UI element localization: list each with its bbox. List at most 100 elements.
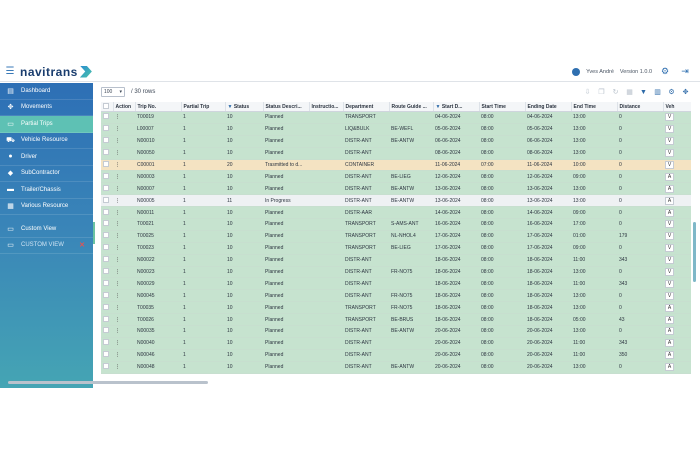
more-actions-icon[interactable]: ⋮ <box>115 316 120 323</box>
column-filter-icon[interactable]: ▼ <box>227 103 234 110</box>
more-actions-icon[interactable]: ⋮ <box>115 352 120 359</box>
vehicle-button[interactable]: A <box>665 196 674 205</box>
sidebar-item-partial-trips[interactable]: ▭ Partial Trips <box>0 116 93 133</box>
row-checkbox[interactable] <box>103 268 109 275</box>
column-header[interactable]: Action <box>113 102 136 112</box>
sidebar-collapse-handle[interactable] <box>93 222 96 244</box>
vehicle-button[interactable]: A <box>665 327 674 336</box>
column-header[interactable]: Start Time <box>479 102 526 112</box>
page-size-select[interactable]: 100 ▾ <box>101 87 125 97</box>
row-checkbox[interactable] <box>103 172 109 179</box>
table-row[interactable]: ⋮ N00048 1 10 Planned DISTR-ANT BE-ANTW 20-06-2… <box>101 361 691 374</box>
more-actions-icon[interactable]: ⋮ <box>115 126 120 133</box>
table-row[interactable]: ⋮ T00019 1 10 Planned TRANSPORT 04-06-2024 08:0… <box>101 111 691 124</box>
column-header[interactable]: Route Guide ... <box>389 102 434 112</box>
vehicle-button[interactable]: V <box>665 137 674 146</box>
row-checkbox[interactable] <box>103 327 109 334</box>
row-checkbox[interactable] <box>103 291 109 298</box>
more-actions-icon[interactable]: ⋮ <box>115 162 120 168</box>
menu-icon[interactable]: ☰ <box>5 66 15 77</box>
row-checkbox[interactable] <box>103 279 109 286</box>
vehicle-button[interactable]: A <box>665 172 674 181</box>
vehicle-button[interactable]: V <box>665 220 674 229</box>
column-header[interactable]: Veh <box>663 102 691 112</box>
more-actions-icon[interactable]: ⋮ <box>115 292 120 299</box>
reset-icon[interactable]: ↻ <box>612 89 619 96</box>
column-header[interactable]: ▼ Start D... <box>433 102 480 112</box>
column-header[interactable]: Ending Date <box>525 102 572 112</box>
table-row[interactable]: ⋮ N00035 1 10 Planned DISTR-ANT BE-ANTW 20-06-2… <box>101 325 691 338</box>
table-row[interactable]: ⋮ N00022 1 10 Planned DISTR-ANT 18-06-2024 08:0… <box>101 254 691 267</box>
table-row[interactable]: ⋮ T00021 1 10 Planned TRANSPORT S-AMS-ANT 16-06… <box>101 218 691 231</box>
more-actions-icon[interactable]: ⋮ <box>115 245 120 252</box>
column-header[interactable]: Distance <box>617 102 664 112</box>
table-row[interactable]: ⋮ N00029 1 10 Planned DISTR-ANT 18-06-2024 08:0… <box>101 277 691 291</box>
vehicle-button[interactable]: A <box>665 184 674 193</box>
close-icon[interactable]: ✕ <box>79 242 85 250</box>
sidebar-custom-view-1[interactable]: ▭ CUSTOM VIEW ✕ <box>0 238 93 254</box>
vertical-scrollbar[interactable] <box>693 222 696 282</box>
row-checkbox[interactable] <box>103 244 109 251</box>
share-icon[interactable]: ✥ <box>682 89 689 96</box>
vehicle-button[interactable]: A <box>665 315 674 324</box>
sidebar-item-dashboard[interactable]: ▤ Dashboard <box>0 83 93 100</box>
table-row[interactable]: ⋮ N00045 1 10 Planned DISTR-ANT FR-NO75 18-06-2… <box>101 289 691 303</box>
table-row[interactable]: ⋮ N00040 1 10 Planned DISTR-ANT 20-06-2024 08:0… <box>101 337 691 350</box>
sidebar-item-trailer-chassis[interactable]: ▬ Trailer/Chassis <box>0 182 93 199</box>
row-checkbox[interactable] <box>103 256 109 263</box>
vehicle-button[interactable]: A <box>665 363 674 372</box>
vehicle-button[interactable]: V <box>665 279 674 288</box>
column-header[interactable]: Department <box>343 102 390 112</box>
vehicle-button[interactable]: A <box>665 303 674 312</box>
more-actions-icon[interactable]: ⋮ <box>115 197 120 204</box>
row-checkbox[interactable] <box>103 113 109 120</box>
sidebar-item-various-resource[interactable]: ▦ Various Resource <box>0 199 93 215</box>
table-row[interactable]: ⋮ N00007 1 10 Planned DISTR-ANT BE-ANTW 13-06-2… <box>101 182 691 196</box>
table-row[interactable]: ⋮ T00026 1 10 Planned TRANSPORT BE-BRUS 18-06-2… <box>101 313 691 327</box>
table-row[interactable]: ⋮ C00001 1 20 Trasmitted to d... CONTAINER 11-… <box>101 159 691 172</box>
row-checkbox[interactable] <box>103 196 109 203</box>
table-row[interactable]: ⋮ N00003 1 10 Planned DISTR-ANT BE-LIEG 12-06-2… <box>101 170 691 184</box>
vehicle-button[interactable]: V <box>665 161 674 169</box>
vehicle-button[interactable]: A <box>665 208 674 217</box>
more-actions-icon[interactable]: ⋮ <box>115 269 120 276</box>
row-checkbox[interactable] <box>103 351 109 358</box>
more-actions-icon[interactable]: ⋮ <box>115 364 120 371</box>
sidebar-item-movements[interactable]: ✥ Movements <box>0 100 93 116</box>
column-header[interactable]: Status Descri... <box>263 102 310 112</box>
more-actions-icon[interactable]: ⋮ <box>115 150 120 157</box>
column-header[interactable]: Trip No. <box>135 102 182 112</box>
more-actions-icon[interactable]: ⋮ <box>115 304 120 311</box>
sidebar-item-driver[interactable]: ● Driver <box>0 149 93 166</box>
vehicle-button[interactable]: V <box>665 113 674 122</box>
copy-icon[interactable]: ❐ <box>598 89 605 96</box>
more-actions-icon[interactable]: ⋮ <box>115 138 120 145</box>
row-checkbox[interactable] <box>103 339 109 346</box>
more-actions-icon[interactable]: ⋮ <box>115 173 120 180</box>
row-checkbox[interactable] <box>103 232 109 239</box>
more-actions-icon[interactable]: ⋮ <box>115 114 120 121</box>
more-actions-icon[interactable]: ⋮ <box>115 280 120 287</box>
table-row[interactable]: ⋮ T00035 1 10 Planned TRANSPORT FR-NO75 18-06-2… <box>101 301 691 315</box>
sidebar-custom-view-0[interactable]: ▭ Custom View <box>0 221 93 238</box>
vehicle-button[interactable]: V <box>665 291 674 300</box>
more-actions-icon[interactable]: ⋮ <box>115 221 120 228</box>
vehicle-button[interactable]: V <box>665 232 674 241</box>
more-actions-icon[interactable]: ⋮ <box>115 340 120 347</box>
row-checkbox[interactable] <box>103 220 109 227</box>
table-row[interactable]: ⋮ N00046 1 10 Planned DISTR-ANT 20-06-2024 08:0… <box>101 349 691 362</box>
row-checkbox[interactable] <box>103 303 109 310</box>
vehicle-button[interactable]: V <box>665 256 674 265</box>
column-header[interactable]: End Time <box>571 102 618 112</box>
sidebar-item-subcontractor[interactable]: ◆ SubContractor <box>0 166 93 182</box>
column-header[interactable] <box>101 102 114 112</box>
gear-icon[interactable]: ⚙ <box>660 66 670 76</box>
more-actions-icon[interactable]: ⋮ <box>115 233 120 240</box>
columns-icon[interactable]: ▦ <box>626 89 633 96</box>
vehicle-button[interactable]: V <box>665 125 674 134</box>
table-row[interactable]: ⋮ N00050 1 10 Planned DISTR-ANT 08-06-2024 08:0… <box>101 147 691 160</box>
table-row[interactable]: ⋮ N00023 1 10 Planned DISTR-ANT FR-NO75 18-06-2… <box>101 266 691 279</box>
row-checkbox[interactable] <box>103 184 109 191</box>
table-row[interactable]: ⋮ T00025 1 10 Planned TRANSPORT NL-NHOL4 17-06-… <box>101 230 691 243</box>
vehicle-button[interactable]: V <box>665 268 674 277</box>
